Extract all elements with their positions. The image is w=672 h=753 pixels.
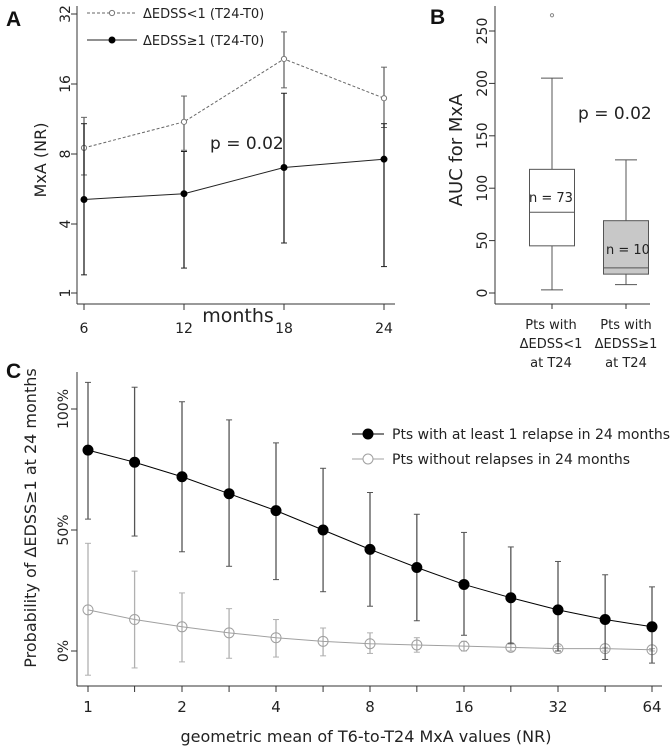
panel-c-series-0-point: [411, 562, 423, 574]
panel-a-y-tick-label: 16: [58, 75, 74, 93]
panel-b-group-1-box: [603, 220, 649, 275]
panel-c-series-1-point: [82, 604, 94, 616]
panel-c-legend-label-0: Pts with at least 1 relapse in 24 months: [392, 427, 670, 443]
panel-b-group-0-label-line-3: at T24: [530, 356, 572, 371]
panel-c-legend-label-1: Pts without relapses in 24 months: [392, 452, 630, 468]
panel-c-x-tick-label: 64: [642, 698, 661, 716]
panel-c-series-0-point: [317, 524, 329, 536]
panel-c-series-1-point: [129, 614, 141, 626]
panel-c-series-1-point: [223, 627, 235, 639]
panel-a-y-tick-label: 4: [58, 219, 74, 228]
panel-b-pvalue: p = 0.02: [578, 104, 652, 124]
panel-a-series-1-point: [380, 155, 388, 163]
panel-a-series-0-point: [280, 55, 288, 63]
panel-b-group-1-label-line-3: at T24: [605, 356, 647, 371]
panel-c-series-1-point: [317, 635, 329, 647]
panel-c-series-1-point: [270, 632, 282, 644]
panel-b-group-0-label-line-2: ΔEDSS<1: [520, 337, 583, 352]
panel-b-group-0-label-line-1: Pts with: [525, 318, 576, 333]
panel-label-c: C: [6, 360, 21, 383]
panel-c-x-tick-label: 16: [454, 698, 473, 716]
panel-a-x-tick-label: 6: [80, 321, 89, 337]
panel-c-series-0-point: [82, 444, 94, 456]
panel-a-x-tick-label: 12: [175, 321, 193, 337]
panel-a-y-tick-label: 32: [58, 5, 74, 23]
panel-c-x-tick-label: 4: [271, 698, 281, 716]
panel-c-series-0-point: [176, 471, 188, 483]
panel-b-y-tick-label: 50: [475, 232, 491, 250]
panel-c-series-0-point: [505, 592, 517, 604]
panel-c-x-tick-label: 8: [365, 698, 375, 716]
panel-b-y-tick-label: 0: [475, 289, 491, 298]
panel-c-y-tick-label: 0%: [56, 640, 72, 662]
panel-b-y-tick-label: 200: [475, 70, 491, 97]
panel-b-y-tick-label: 150: [475, 122, 491, 149]
panel-c-y-tick-label: 50%: [56, 514, 72, 545]
panel-b-group-0-outlier: [549, 13, 555, 18]
panel-c-legend-marker-1: [362, 453, 374, 465]
panel-label-b: B: [430, 6, 445, 29]
panel-a-series-1-point: [180, 190, 188, 198]
panel-a-y-tick-label: 8: [58, 150, 74, 159]
panel-a-ylabel: MxA (NR): [31, 123, 50, 198]
panel-a-x-tick-label: 18: [275, 321, 293, 337]
panel-c-series-0-point: [270, 505, 282, 517]
panel-b-ylabel: AUC for MxA: [446, 93, 467, 206]
panel-b-y-tick-label: 250: [475, 18, 491, 45]
panel-a-series-0-point: [380, 95, 388, 102]
panel-c-series-0-point: [129, 456, 141, 468]
panel-label-a: A: [6, 8, 21, 31]
panel-c-series-1-point: [364, 638, 376, 650]
panel-c-series-0-point: [599, 614, 611, 626]
panel-a-y-tick-label: 1: [58, 289, 74, 298]
panel-a-legend-label-1: ΔEDSS≥1 (T24-T0): [143, 34, 264, 49]
panel-a-series-0-point: [180, 118, 188, 125]
panel-c-series-1-point: [176, 621, 188, 633]
panel-c-x-tick-label: 32: [548, 698, 567, 716]
panel-a-series-0-line: [83, 58, 385, 149]
panel-c-legend-marker-0: [362, 428, 374, 440]
panel-c-ylabel: Probability of ΔEDSS≥1 at 24 months: [21, 368, 40, 667]
panel-c-xlabel: geometric mean of T6-to-T24 MxA values (…: [181, 727, 552, 746]
panel-a-x-tick-label: 24: [375, 321, 393, 337]
panel-b-group-1-label-line-2: ΔEDSS≥1: [595, 337, 658, 352]
panel-a-series-1-point: [80, 195, 88, 203]
panel-b-group-0-n: n = 73: [529, 191, 573, 206]
panel-a-xlabel: months: [202, 305, 274, 327]
panel-a-series-1-line: [83, 158, 385, 200]
panel-c-series-0-point: [364, 543, 376, 555]
panel-c-series-1-point: [458, 640, 470, 652]
panel-c-series-1-line: [87, 609, 653, 651]
panel-b-group-0-box: [529, 168, 575, 247]
panel-a-legend-label-0: ΔEDSS<1 (T24-T0): [143, 7, 264, 22]
panel-c-series-0-point: [458, 578, 470, 590]
panel-a-series-1-point: [280, 163, 288, 171]
panel-b-group-1-label-line-1: Pts with: [600, 318, 651, 333]
panel-b-group-1-n: n = 10: [606, 243, 650, 258]
panel-b-y-tick-label: 100: [475, 175, 491, 202]
panel-c-y-tick-label: 100%: [56, 389, 72, 429]
panel-c-series-1-point: [411, 639, 423, 651]
panel-c-series-0-point: [223, 488, 235, 500]
panel-a-legend-marker-0: [108, 9, 116, 17]
panel-c-x-tick-label: 2: [177, 698, 187, 716]
panel-a-legend-marker-1: [108, 36, 116, 44]
panel-c-x-tick-label: 1: [83, 698, 93, 716]
panel-c-series-0-point: [646, 621, 658, 633]
panel-a-pvalue: p = 0.02: [210, 134, 284, 154]
panel-c-series-0-point: [552, 604, 564, 616]
